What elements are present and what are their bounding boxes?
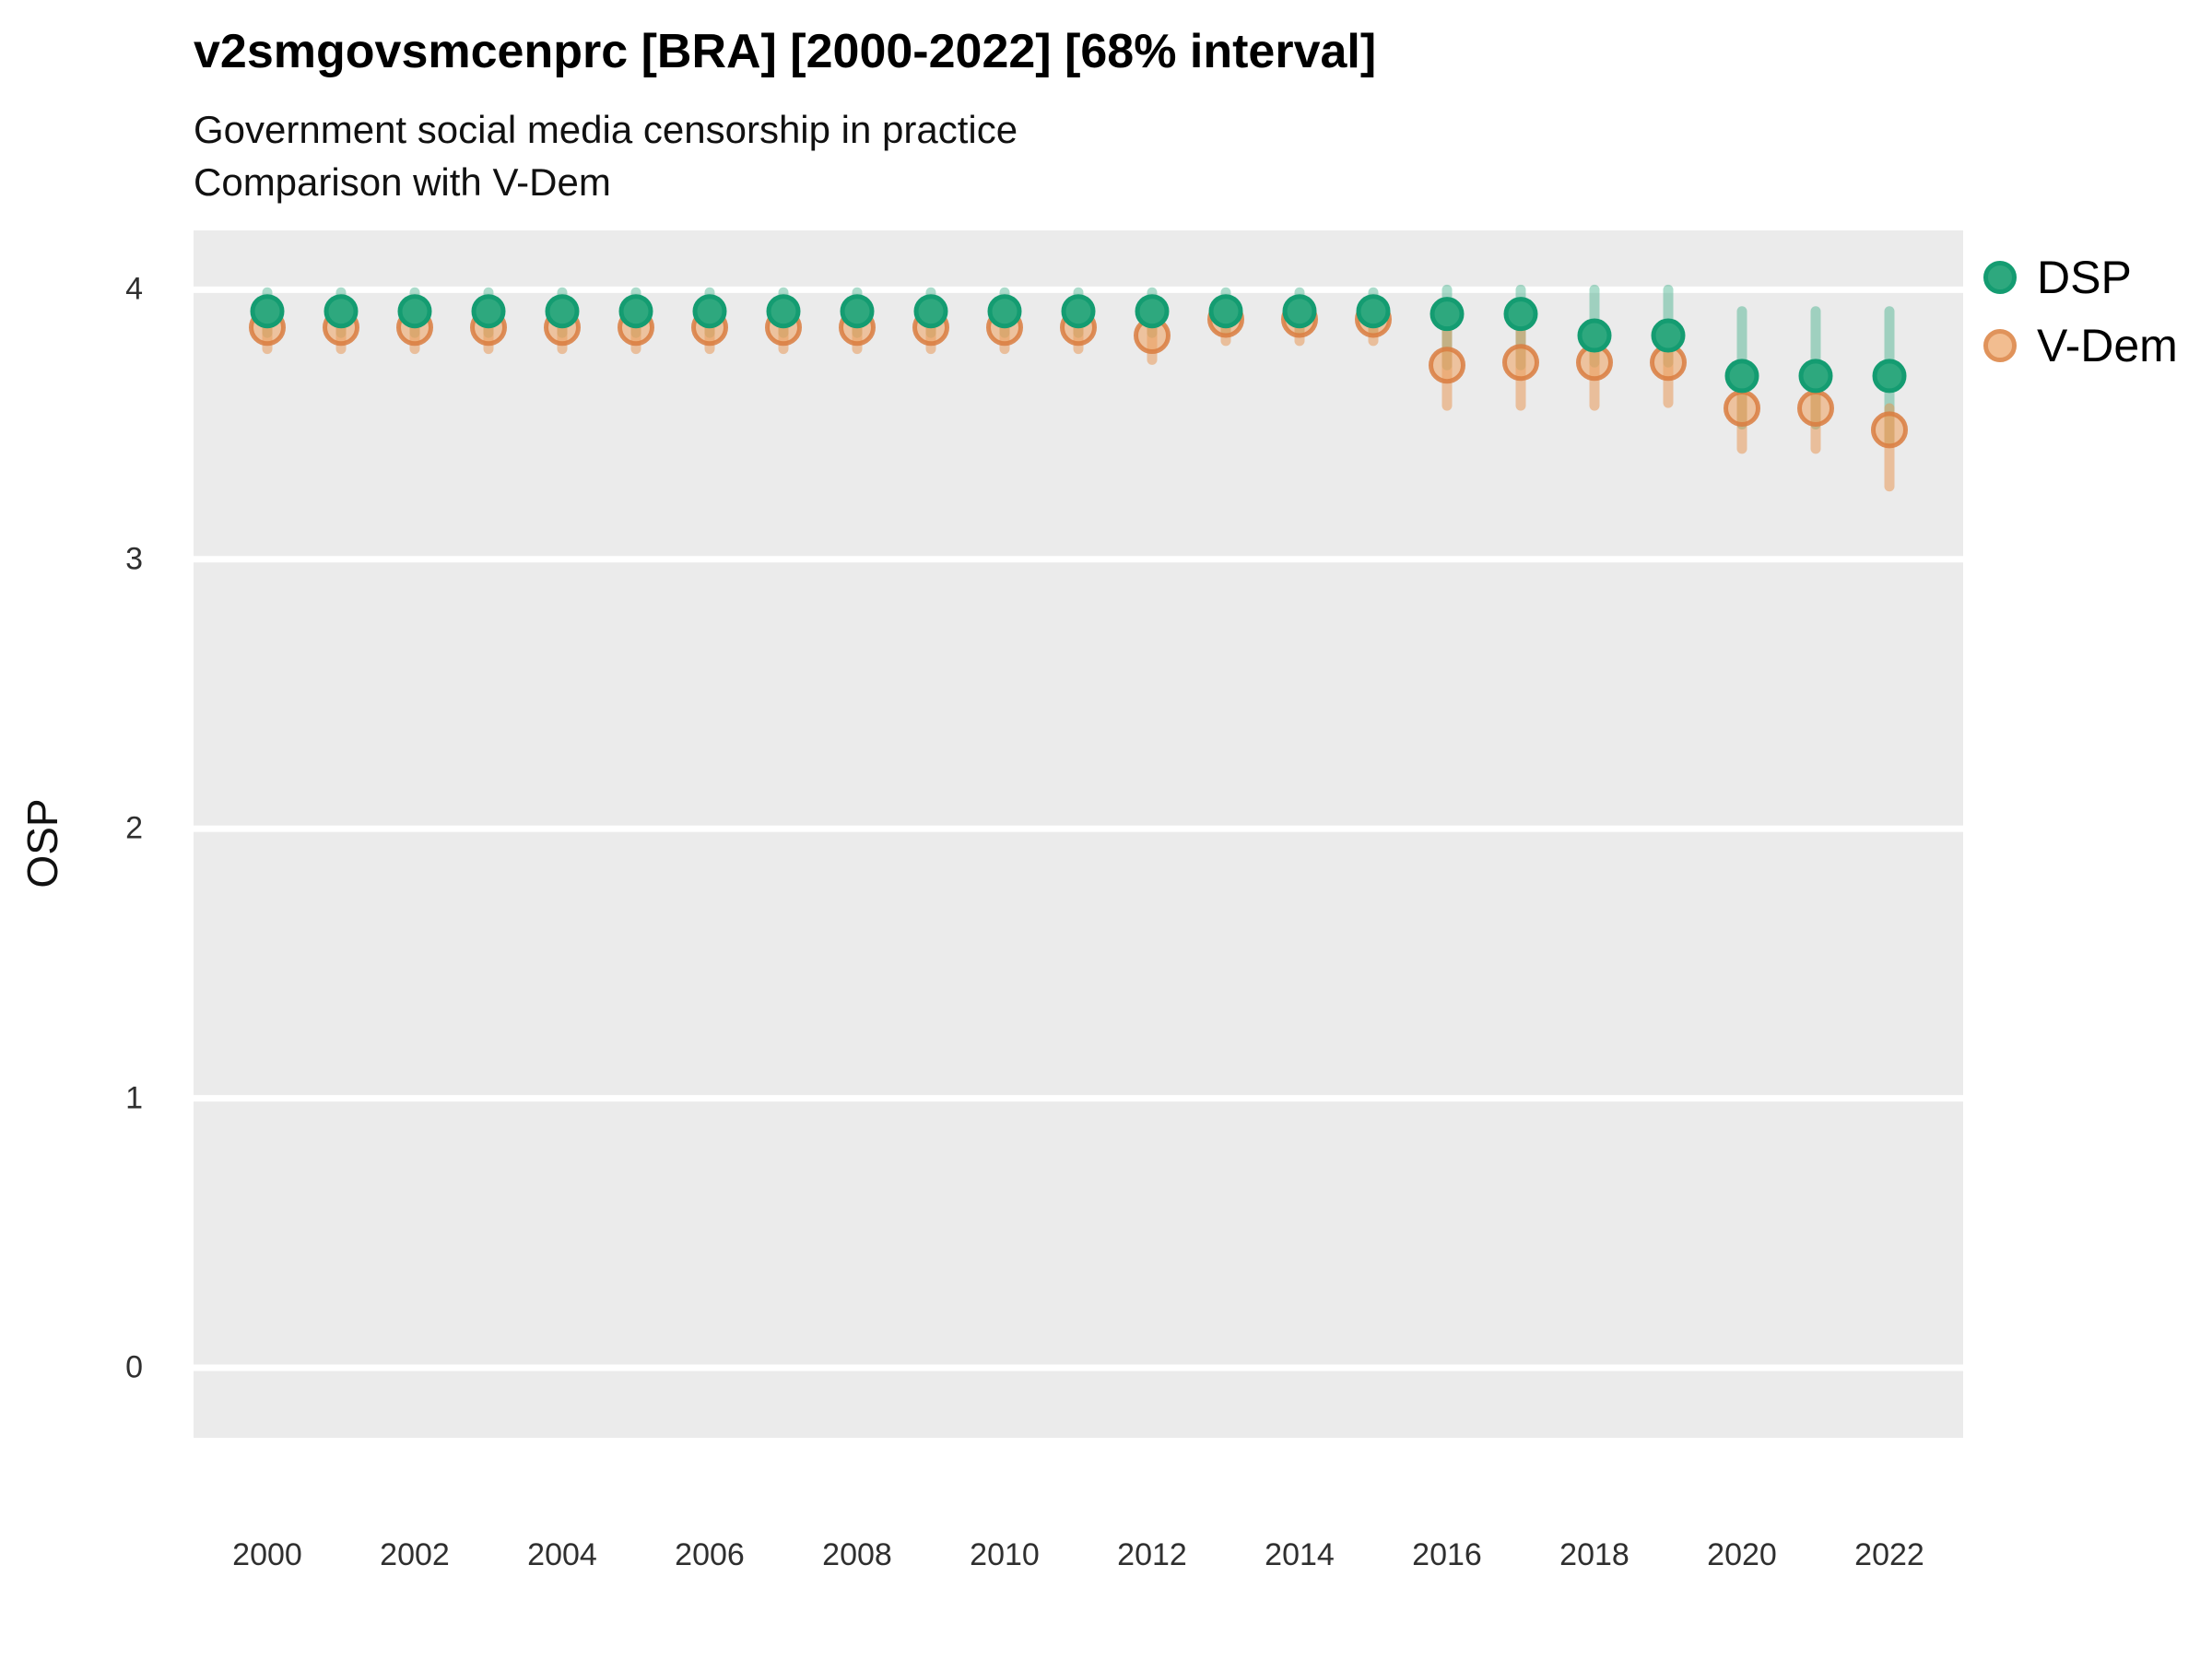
y-tick-label-2: 2 <box>125 810 143 846</box>
x-tick-label-2006: 2006 <box>675 1537 745 1572</box>
legend-item-dsp: DSP <box>1983 251 2178 304</box>
dsp-point-2012 <box>1135 294 1170 329</box>
y-tick-label-4: 4 <box>125 271 143 307</box>
chart-canvas <box>194 284 1963 1371</box>
dsp-point-2008 <box>840 294 875 329</box>
legend-label-vdem: V-Dem <box>2037 320 2178 371</box>
x-tick-label-2004: 2004 <box>527 1537 597 1572</box>
y-tick-label-0: 0 <box>125 1349 143 1385</box>
legend-item-vdem: V-Dem <box>1983 319 2178 372</box>
dsp-point-2000 <box>250 294 285 329</box>
plot-area <box>194 230 1963 1438</box>
vdem-point-2017 <box>1502 344 1539 382</box>
dsp-point-2015 <box>1356 294 1391 329</box>
subtitle-line-1: Government social media censorship in pr… <box>194 108 1018 151</box>
dsp-point-2018 <box>1577 318 1612 353</box>
dsp-point-2005 <box>618 294 653 329</box>
x-tick-label-2016: 2016 <box>1412 1537 1482 1572</box>
chart-subtitle: Government social media censorship in pr… <box>194 103 1018 208</box>
x-tick-label-2000: 2000 <box>232 1537 302 1572</box>
vdem-point-2022 <box>1871 411 1908 449</box>
y-axis-title: OSP <box>18 798 66 888</box>
dsp-point-2010 <box>987 294 1022 329</box>
vdem-point-2020 <box>1724 389 1760 427</box>
x-tick-label-2022: 2022 <box>1854 1537 1924 1572</box>
subtitle-line-2: Comparison with V-Dem <box>194 160 611 204</box>
x-tick-label-2008: 2008 <box>822 1537 892 1572</box>
x-tick-label-2018: 2018 <box>1559 1537 1630 1572</box>
dsp-point-2004 <box>545 294 580 329</box>
dsp-point-2013 <box>1208 294 1243 329</box>
x-tick-label-2012: 2012 <box>1117 1537 1187 1572</box>
dsp-point-2009 <box>913 294 948 329</box>
dsp-point-2011 <box>1061 294 1096 329</box>
dsp-point-2019 <box>1651 318 1686 353</box>
y-tick-label-1: 1 <box>125 1080 143 1116</box>
x-tick-label-2020: 2020 <box>1707 1537 1777 1572</box>
dsp-point-2007 <box>766 294 801 329</box>
dsp-point-2014 <box>1282 294 1317 329</box>
dsp-point-2021 <box>1798 359 1833 394</box>
legend: DSP V-Dem <box>1983 251 2178 372</box>
chart-title: v2smgovsmcenprc [BRA] [2000-2022] [68% i… <box>194 25 1377 78</box>
x-tick-label-2014: 2014 <box>1265 1537 1335 1572</box>
vdem-point-2016 <box>1429 347 1465 384</box>
dsp-legend-dot-icon <box>1983 261 2017 294</box>
dsp-point-2001 <box>324 294 359 329</box>
dsp-point-2006 <box>692 294 727 329</box>
dsp-point-2016 <box>1430 297 1465 332</box>
dsp-point-2017 <box>1503 297 1538 332</box>
x-tick-label-2010: 2010 <box>970 1537 1040 1572</box>
dsp-point-2002 <box>397 294 432 329</box>
vdem-point-2021 <box>1797 389 1834 427</box>
vdem-legend-dot-icon <box>1983 329 2017 362</box>
legend-label-dsp: DSP <box>2037 252 2132 303</box>
dsp-point-2003 <box>471 294 506 329</box>
dsp-point-2022 <box>1872 359 1907 394</box>
x-tick-label-2002: 2002 <box>380 1537 450 1572</box>
y-tick-label-3: 3 <box>125 541 143 577</box>
dsp-point-2020 <box>1724 359 1759 394</box>
